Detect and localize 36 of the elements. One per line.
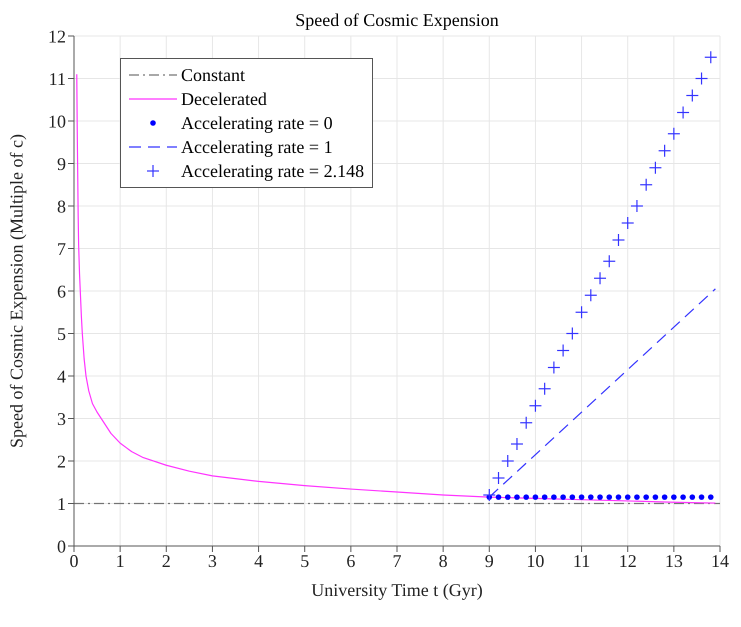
y-tick-label: 8 xyxy=(57,196,66,216)
x-tick-label: 8 xyxy=(438,550,448,571)
chart-title: Speed of Cosmic Expension xyxy=(294,10,500,31)
y-tick-label: 6 xyxy=(57,281,66,302)
legend-label: Decelerated xyxy=(181,88,267,111)
x-tick-label: 11 xyxy=(572,550,590,571)
x-tick-label: 3 xyxy=(208,550,217,571)
x-tick-label: 7 xyxy=(392,550,402,571)
y-tick-label: 4 xyxy=(57,366,66,386)
y-tick-label: 5 xyxy=(57,324,66,344)
x-tick-label: 12 xyxy=(618,550,637,571)
x-tick-label: 6 xyxy=(346,550,356,571)
x-axis-title: University Time t (Gyr) xyxy=(311,580,483,600)
y-tick-label: 10 xyxy=(48,111,66,132)
legend-label: Accelerating rate = 0 xyxy=(181,112,333,135)
x-tick-label: 5 xyxy=(300,550,310,571)
x-tick-label: 1 xyxy=(116,550,125,571)
x-tick-label: 9 xyxy=(484,550,494,571)
y-tick-label: 2 xyxy=(57,451,66,472)
legend-label: Constant xyxy=(181,64,246,87)
x-tick-label: 14 xyxy=(711,550,729,571)
x-tick-label: 10 xyxy=(526,550,544,571)
x-tick-label: 0 xyxy=(70,550,78,571)
y-tick-label: 7 xyxy=(57,238,66,259)
x-tick-label: 4 xyxy=(254,550,264,571)
x-tick-label: 2 xyxy=(162,550,171,571)
y-tick-label: 1 xyxy=(57,494,66,514)
legend-label: Accelerating rate = 2.148 xyxy=(181,160,364,183)
y-axis-title: Speed of Cosmic Expension (Multiple of c) xyxy=(6,134,26,448)
y-tick-label: 3 xyxy=(57,408,66,429)
y-tick-label: 9 xyxy=(57,154,66,174)
y-tick-label: 0 xyxy=(57,536,66,556)
legend-label: Accelerating rate = 1 xyxy=(181,136,333,159)
x-tick-label: 13 xyxy=(664,550,683,571)
y-tick-label: 11 xyxy=(48,68,66,89)
y-tick-label: 12 xyxy=(48,26,66,46)
